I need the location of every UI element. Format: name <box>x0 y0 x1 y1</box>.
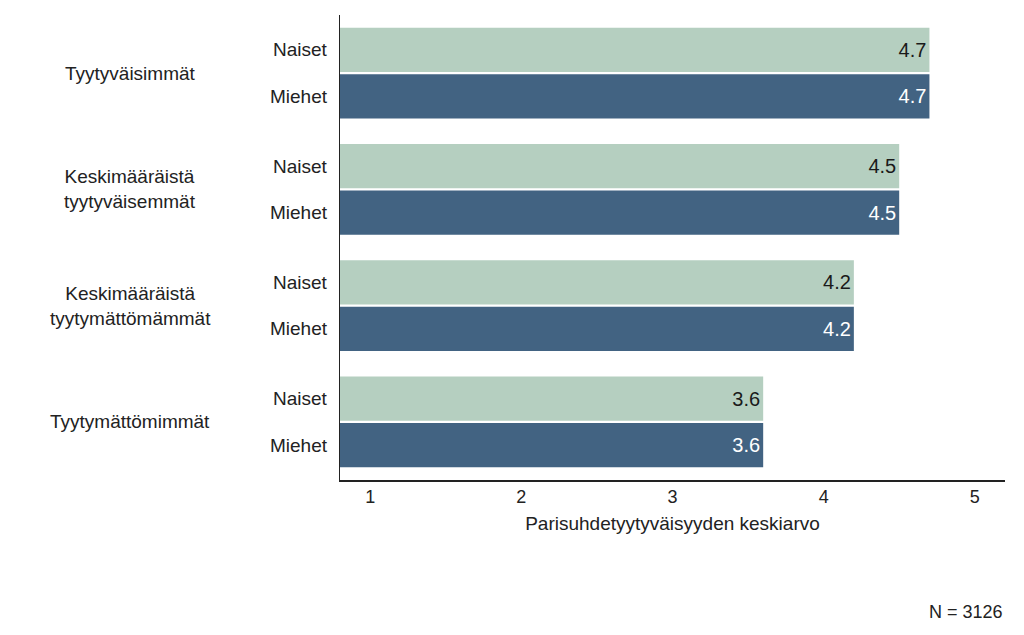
svg-text:4.5: 4.5 <box>868 202 896 224</box>
svg-text:Miehet: Miehet <box>270 202 328 223</box>
svg-text:Tyytyväisimmät: Tyytyväisimmät <box>65 63 196 84</box>
svg-text:Tyytymättömimmät: Tyytymättömimmät <box>50 411 210 432</box>
svg-text:3.6: 3.6 <box>732 434 760 456</box>
svg-text:Naiset: Naiset <box>273 39 328 60</box>
svg-text:5: 5 <box>970 487 980 507</box>
svg-text:4: 4 <box>819 487 829 507</box>
svg-text:1: 1 <box>365 487 375 507</box>
svg-text:Parisuhdetyytyväisyyden keskia: Parisuhdetyytyväisyyden keskiarvo <box>525 513 820 534</box>
svg-text:4.5: 4.5 <box>868 155 896 177</box>
svg-text:4.2: 4.2 <box>823 318 851 340</box>
svg-text:3: 3 <box>667 487 677 507</box>
svg-text:Keskimääräistätyytymättömämmät: Keskimääräistätyytymättömämmät <box>50 283 211 329</box>
svg-text:Naiset: Naiset <box>273 272 328 293</box>
svg-text:2: 2 <box>516 487 526 507</box>
svg-text:Miehet: Miehet <box>270 86 328 107</box>
svg-text:4.2: 4.2 <box>823 271 851 293</box>
svg-text:Miehet: Miehet <box>270 435 328 456</box>
svg-text:3.6: 3.6 <box>732 388 760 410</box>
svg-text:Naiset: Naiset <box>273 156 328 177</box>
svg-text:Miehet: Miehet <box>270 318 328 339</box>
svg-text:4.7: 4.7 <box>899 85 927 107</box>
svg-text:N = 3126: N = 3126 <box>929 602 1003 622</box>
svg-text:4.7: 4.7 <box>899 39 927 61</box>
svg-text:Keskimääräistätyytyväisemmät: Keskimääräistätyytyväisemmät <box>64 166 196 212</box>
svg-text:Naiset: Naiset <box>273 388 328 409</box>
